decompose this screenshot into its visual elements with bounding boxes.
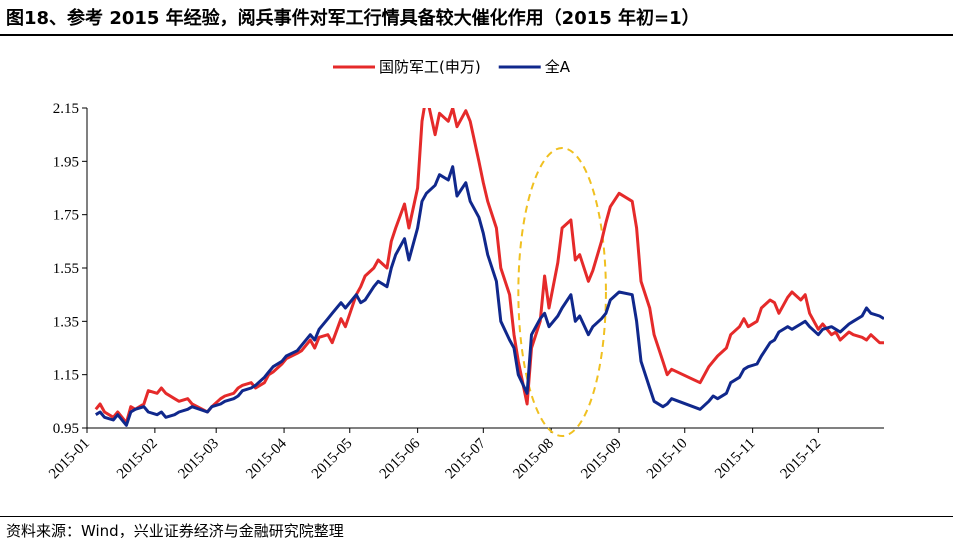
x-tick-label: 2015-02 (114, 436, 161, 483)
legend-label-all-a: 全A (545, 58, 571, 76)
x-tick-label: 2015-10 (644, 436, 691, 483)
y-tick-label: 0.95 (53, 421, 79, 437)
y-tick-label: 1.75 (53, 208, 79, 224)
x-tick-label: 2015-09 (578, 436, 625, 483)
x-tick-label: 2015-07 (442, 435, 489, 482)
series-layer (94, 108, 884, 427)
legend: 国防军工(申万) 全A (333, 58, 571, 76)
x-tick-label: 2015-12 (777, 436, 824, 483)
series-line-defense (94, 108, 884, 425)
source-rule (0, 516, 953, 517)
x-tick-label: 2015-01 (46, 436, 93, 483)
title-rule (0, 34, 953, 36)
annotation-layer (517, 147, 607, 437)
y-tick-label: 2.15 (53, 101, 79, 117)
x-tick-label: 2015-08 (510, 436, 557, 483)
line-chart: 国防军工(申万) 全A 2.151.951.751.551.351.150.952… (46, 58, 884, 482)
legend-label-defense: 国防军工(申万) (379, 58, 481, 76)
y-tick-label: 1.95 (53, 154, 79, 170)
y-tick-label: 1.55 (53, 261, 79, 277)
x-tick-label: 2015-05 (309, 436, 356, 483)
y-tick-label: 1.15 (53, 368, 79, 384)
series-line-all-a (95, 165, 884, 427)
y-tick-label: 1.35 (53, 314, 79, 330)
figure-title: 图18、参考 2015 年经验，阅兵事件对军工行情具备较大催化作用（2015 年… (6, 8, 700, 29)
source-note: 资料来源：Wind，兴业证券经济与金融研究院整理 (6, 522, 344, 540)
x-tick-label: 2015-06 (377, 435, 424, 482)
highlight-ellipse (517, 147, 607, 437)
x-tick-label: 2015-11 (712, 436, 758, 482)
x-tick-label: 2015-04 (243, 435, 290, 482)
x-tick-label: 2015-03 (175, 436, 222, 483)
